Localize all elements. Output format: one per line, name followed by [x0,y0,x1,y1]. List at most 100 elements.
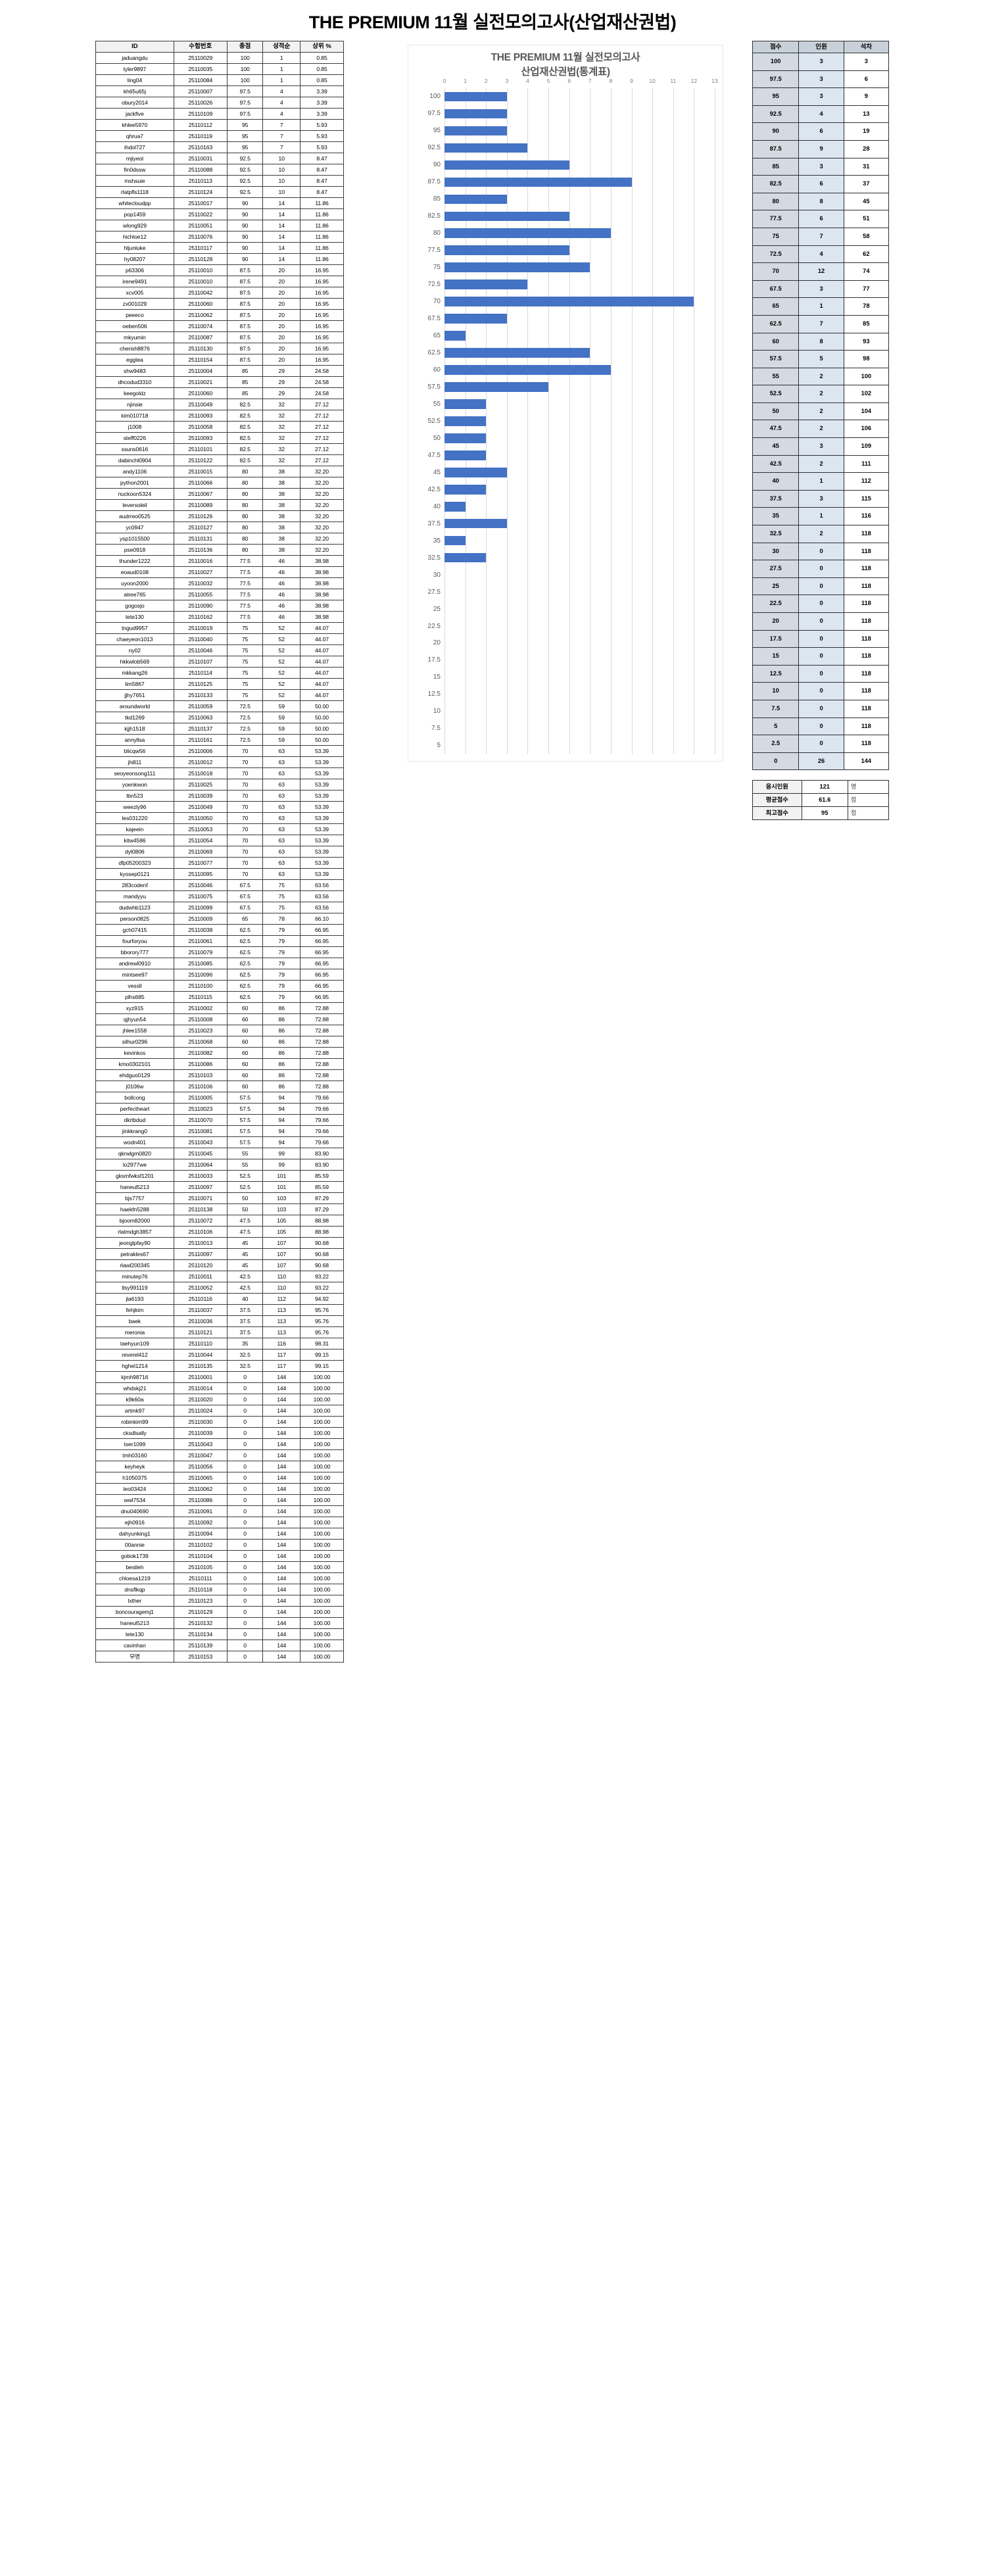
cell-rank: 7 [262,141,300,153]
cell-top-percent: 66.95 [300,935,344,947]
cell-id: haekfn5288 [95,1203,174,1215]
cell-top-percent: 16.95 [300,343,344,354]
cell-total-score: 0 [226,1651,264,1663]
cell-cumulative-rank: 78 [843,297,890,316]
cell-score: 5 [752,717,800,736]
cell-top-percent: 72.88 [300,1047,344,1059]
cell-id: weezly96 [95,801,174,813]
chart-y-tick: 87.5 [427,178,441,186]
chart-bar-row: 77.5 [428,242,715,259]
table-row: mshsuie 25110113 92.5 10 8.47 [95,175,344,187]
cell-id: dudwhb1123 [95,902,174,913]
cell-cumulative-rank: 6 [843,70,890,89]
table-row: 47.5 2 106 [752,420,890,439]
cell-score: 32.5 [752,525,800,543]
chart-bar [444,348,590,358]
table-row: 97.5 3 6 [752,70,890,89]
cell-cumulative-rank: 3 [843,53,890,71]
cell-exam-number: 25110056 [173,1461,228,1472]
cell-top-percent: 100.00 [300,1371,344,1383]
table-row: tmh03160 25110047 0 144 100.00 [95,1449,344,1461]
cell-id: robinkim99 [95,1416,174,1428]
cell-rank: 79 [262,958,300,969]
cell-exam-number: 25110065 [173,1472,228,1484]
cell-rank: 46 [262,600,300,612]
table-row: 80 8 45 [752,192,890,211]
chart-y-tick: 15 [433,673,441,681]
cell-exam-number: 25110069 [173,846,228,858]
cell-id: tngud9957 [95,622,174,634]
cell-id: peeeco [95,309,174,321]
cell-total-score: 87.5 [226,287,264,299]
col-header-cumulative-rank: 석차 [843,41,890,53]
cell-id: python2001 [95,477,174,489]
cell-exam-number: 25110029 [173,52,228,64]
table-row: thunder1222 25110016 77.5 46 38.98 [95,555,344,567]
cell-id: dfp05200323 [95,857,174,869]
cell-total-score: 70 [226,801,264,813]
table-row: kjmh98716 25110001 0 144 100.00 [95,1371,344,1383]
cell-top-percent: 100.00 [300,1651,344,1663]
cell-exam-number: 25110071 [173,1192,228,1204]
table-row: mkkang26 25110114 75 52 44.07 [95,667,344,679]
cell-top-percent: 79.66 [300,1114,344,1126]
summary-unit: 점 [847,793,890,807]
cell-rank: 79 [262,946,300,958]
chart-y-tick: 40 [433,502,441,510]
cell-total-score: 60 [226,1058,264,1070]
chart-bar [444,468,507,477]
table-row: jjhy7651 25110133 75 52 44.07 [95,689,344,701]
cell-rank: 86 [262,1058,300,1070]
table-row: reverel412 25110044 32.5 117 99.15 [95,1349,344,1361]
cell-total-score: 85 [226,365,264,377]
cell-id: 00annie [95,1539,174,1551]
chart-bar-row: 50 [433,429,715,447]
cell-people-count: 0 [798,560,844,578]
cell-total-score: 90 [226,208,264,220]
cell-score: 80 [752,192,800,211]
table-row: hljunluke 25110117 90 14 11.86 [95,242,344,254]
cell-rank: 46 [262,555,300,567]
table-row: jhlee1558 25110023 60 86 72.88 [95,1025,344,1036]
cell-id: qhrua7 [95,130,174,142]
table-row: gobok1739 25110104 0 144 100.00 [95,1550,344,1562]
cell-exam-number: 25110063 [173,712,228,723]
cell-rank: 144 [262,1472,300,1484]
chart-bar [444,228,611,238]
cell-top-percent: 100.00 [300,1617,344,1629]
cell-exam-number: 25110001 [173,1371,228,1383]
cell-top-percent: 27.12 [300,399,344,410]
table-row: oeben506 25110074 87.5 20 16.95 [95,320,344,332]
table-row: 무명 25110153 0 144 100.00 [95,1651,344,1663]
cell-top-percent: 8.47 [300,175,344,187]
cell-exam-number: 25110014 [173,1382,228,1394]
cell-total-score: 70 [226,790,264,802]
cell-people-count: 4 [798,105,844,124]
cell-score: 60 [752,332,800,351]
chart-bar [444,433,487,443]
cell-exam-number: 25110010 [173,276,228,287]
cell-id: tlsy991119 [95,1282,174,1294]
cell-people-count: 3 [798,70,844,89]
cell-exam-number: 25110072 [173,1215,228,1227]
table-row: obury2014 25110026 97.5 4 3.39 [95,97,344,109]
chart-x-tick: 1 [464,78,467,84]
cell-top-percent: 24.58 [300,376,344,388]
cell-exam-number: 25110114 [173,667,228,679]
cell-total-score: 0 [226,1517,264,1528]
table-row: 283codenf 25110046 67.5 75 63.56 [95,879,344,891]
table-row: taehyun109 25110110 35 116 98.31 [95,1338,344,1349]
cell-id: andy1106 [95,466,174,477]
table-row: lbn523 25110039 70 63 53.39 [95,790,344,802]
cell-total-score: 37.5 [226,1304,264,1316]
cell-top-percent: 99.15 [300,1360,344,1372]
cell-total-score: 87.5 [226,309,264,321]
cell-total-score: 77.5 [226,611,264,623]
cell-top-percent: 63.56 [300,890,344,902]
table-row: keegoldz 25110060 85 29 24.58 [95,387,344,399]
cell-id: dahyunking1 [95,1528,174,1540]
table-row: kim010718 25110093 82.5 32 27.12 [95,410,344,422]
cell-id: tyler9897 [95,63,174,75]
cell-total-score: 42.5 [226,1271,264,1282]
cell-total-score: 67.5 [226,890,264,902]
